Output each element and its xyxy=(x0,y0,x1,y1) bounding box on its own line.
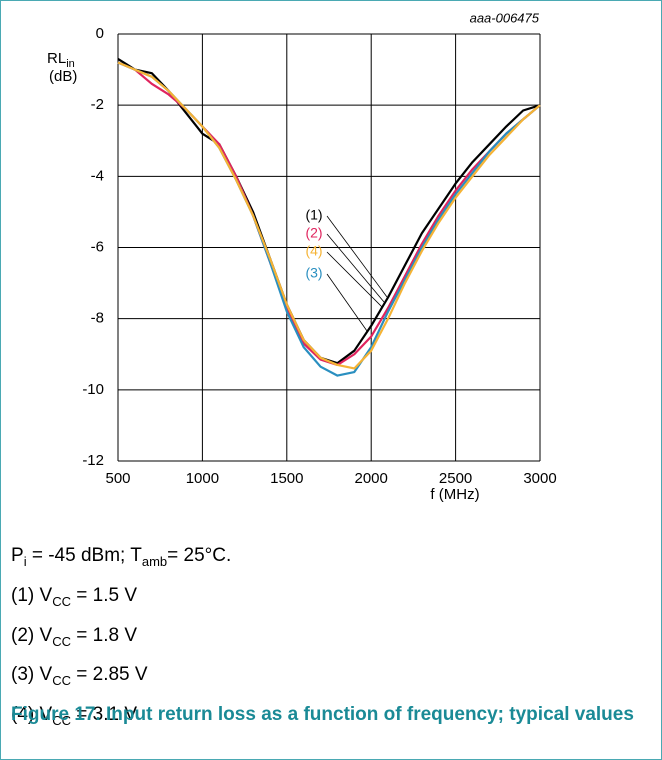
leader-line xyxy=(326,215,388,298)
note-text: = 2.85 V xyxy=(70,664,148,686)
y-tick-label: -10 xyxy=(82,381,104,398)
y-axis-label: RLin xyxy=(47,50,75,70)
series-label: (3) xyxy=(305,265,322,281)
x-tick-label: 2500 xyxy=(439,470,472,487)
leader-line xyxy=(326,251,383,308)
note-line: (1) VCC = 1.5 V xyxy=(11,579,231,619)
note-subscript: CC xyxy=(52,593,71,609)
y-axis-unit: (dB) xyxy=(49,68,77,85)
y-label-sub: in xyxy=(66,58,75,70)
leader-line xyxy=(326,273,368,332)
x-axis-label: f (MHz) xyxy=(430,486,479,503)
note-line: (4) VCC = 3.1 V xyxy=(11,698,231,738)
note-text: = 25°C. xyxy=(167,545,232,566)
x-tick-label: 1000 xyxy=(186,470,219,487)
series-label: (4) xyxy=(305,243,322,259)
y-label-main: RL xyxy=(47,50,66,67)
note-subscript: CC xyxy=(52,633,71,649)
watermark: aaa-006475 xyxy=(470,10,540,25)
note-text: (4) V xyxy=(11,704,53,726)
note-subscript: amb xyxy=(141,553,168,569)
x-tick-label: 500 xyxy=(105,470,130,487)
note-subscript: CC xyxy=(52,673,71,689)
note-text: (1) V xyxy=(11,584,53,606)
caption: Figure 17. Input return loss as a functi… xyxy=(11,704,634,725)
y-tick-label: -2 xyxy=(91,96,104,113)
note-subscript: CC xyxy=(52,712,71,728)
note-text: = -45 dBm; T xyxy=(26,545,142,566)
note-line: Pi = -45 dBm; Tamb= 25°C. xyxy=(11,539,231,579)
chart: aaa-006475 RLin (dB) f (MHz) 0 -2 -4 -6 -8 -1… xyxy=(47,10,557,503)
note-text: = 3.1 V xyxy=(70,704,137,726)
leader-line xyxy=(326,233,385,303)
note-text: = 1.8 V xyxy=(70,624,137,646)
note-line: (3) VCC = 2.85 V xyxy=(11,658,231,698)
note-text: (2) V xyxy=(11,624,53,646)
note-subscript: i xyxy=(23,553,27,569)
x-tick-label: 3000 xyxy=(523,470,556,487)
note-line: (2) VCC = 1.8 V xyxy=(11,619,231,659)
y-tick-label: -4 xyxy=(91,167,104,184)
note-text: = 1.5 V xyxy=(70,584,137,606)
series-label: (1) xyxy=(305,207,322,223)
note-text: (3) V xyxy=(11,664,53,686)
note-text: P xyxy=(11,545,24,566)
y-tick-label: -12 xyxy=(82,452,104,469)
y-tick-label: 0 xyxy=(96,25,104,42)
series-label: (2) xyxy=(305,225,322,241)
x-tick-label: 1500 xyxy=(270,470,303,487)
y-tick-label: -6 xyxy=(91,238,104,255)
series-line xyxy=(117,61,541,370)
x-tick-label: 2000 xyxy=(355,470,388,487)
notes: Pi = -45 dBm; Tamb= 25°C. (1) VCC = 1.5 V… xyxy=(11,539,231,738)
y-tick-label: -8 xyxy=(91,310,104,327)
